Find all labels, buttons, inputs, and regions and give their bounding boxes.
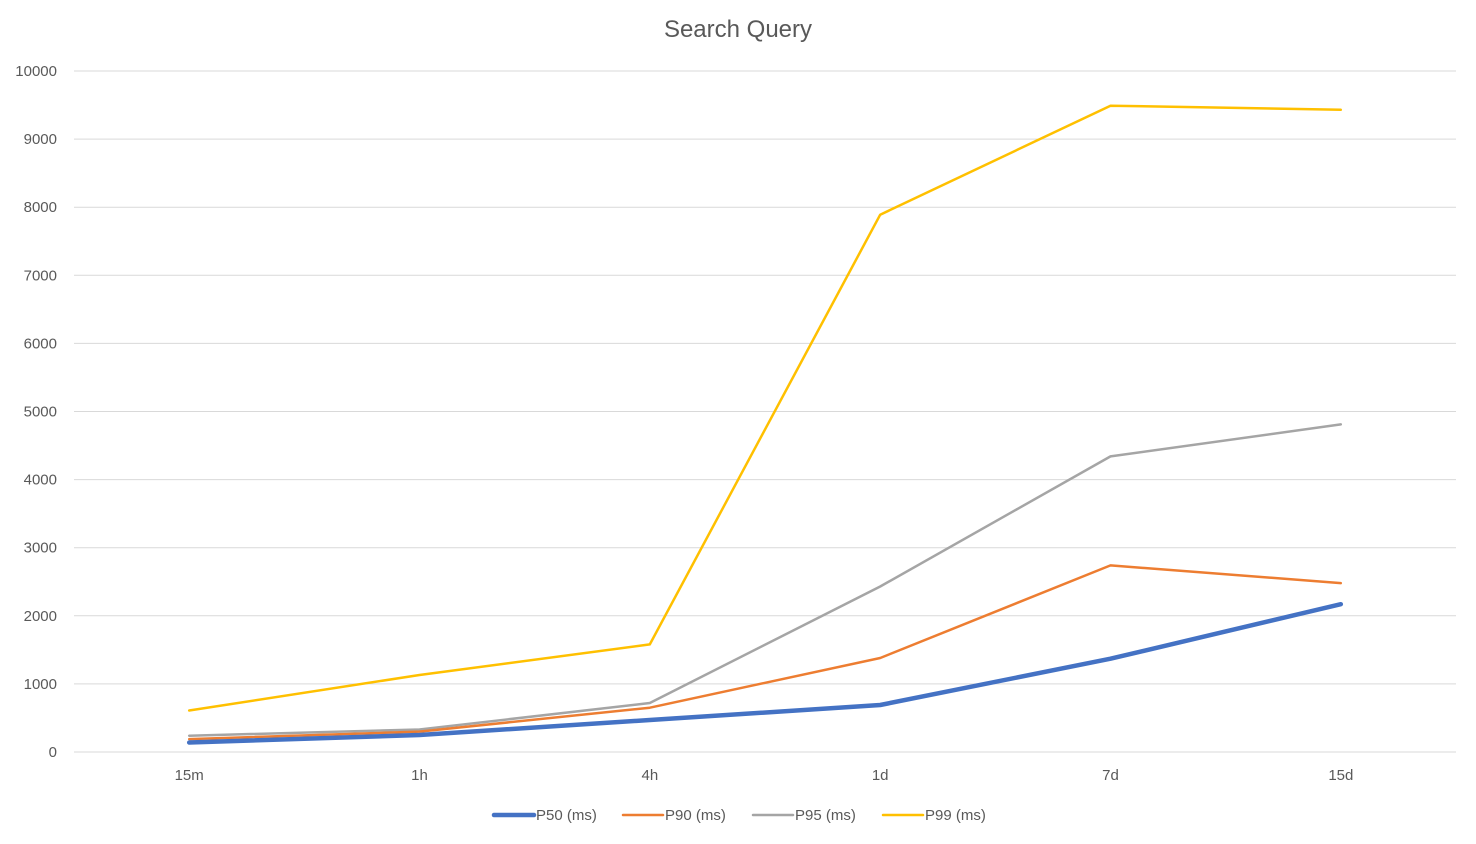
series-p50: [186, 601, 1344, 745]
gridlines: [74, 70, 1456, 753]
legend-label: P90 (ms): [665, 807, 726, 824]
legend-item: P95 (ms): [751, 807, 856, 824]
x-axis: 15m 1h 4h 1d 7d 15d: [175, 767, 1354, 784]
series-line: [186, 601, 1344, 745]
y-axis: 0 1000 2000 3000 4000 5000 6000 7000 8000 9000 100…: [15, 63, 57, 761]
x-tick-label: 1d: [872, 767, 889, 784]
x-tick-label: 15m: [175, 767, 204, 784]
legend-label: P95 (ms): [795, 807, 856, 824]
y-tick-label: 5000: [24, 404, 57, 421]
y-tick-label: 9000: [24, 131, 57, 148]
series-line: [187, 104, 1343, 712]
series-p99: [187, 104, 1343, 712]
legend-label: P50 (ms): [536, 807, 597, 824]
chart-title: Search Query: [664, 16, 812, 43]
y-tick-label: 2000: [24, 608, 57, 625]
y-tick-label: 4000: [24, 472, 57, 489]
series-line: [187, 564, 1343, 741]
legend-label: P99 (ms): [925, 807, 986, 824]
y-tick-label: 0: [49, 744, 57, 761]
series-p90: [187, 564, 1343, 741]
legend-item: P50 (ms): [491, 807, 597, 824]
y-tick-label: 10000: [15, 63, 57, 80]
x-tick-label: 4h: [641, 767, 658, 784]
legend-item: P90 (ms): [621, 807, 726, 824]
series-p95: [187, 423, 1343, 737]
y-tick-label: 1000: [24, 676, 57, 693]
legend-item: P99 (ms): [881, 807, 986, 824]
y-tick-label: 6000: [24, 335, 57, 352]
x-tick-label: 7d: [1102, 767, 1119, 784]
y-tick-label: 3000: [24, 540, 57, 557]
x-tick-label: 1h: [411, 767, 428, 784]
series-line: [187, 423, 1343, 737]
series-lines: [186, 104, 1344, 745]
legend: P50 (ms) P90 (ms) P95 (ms) P99 (ms): [491, 807, 986, 824]
y-tick-label: 7000: [24, 267, 57, 284]
x-tick-label: 15d: [1328, 767, 1353, 784]
y-tick-label: 8000: [24, 199, 57, 216]
